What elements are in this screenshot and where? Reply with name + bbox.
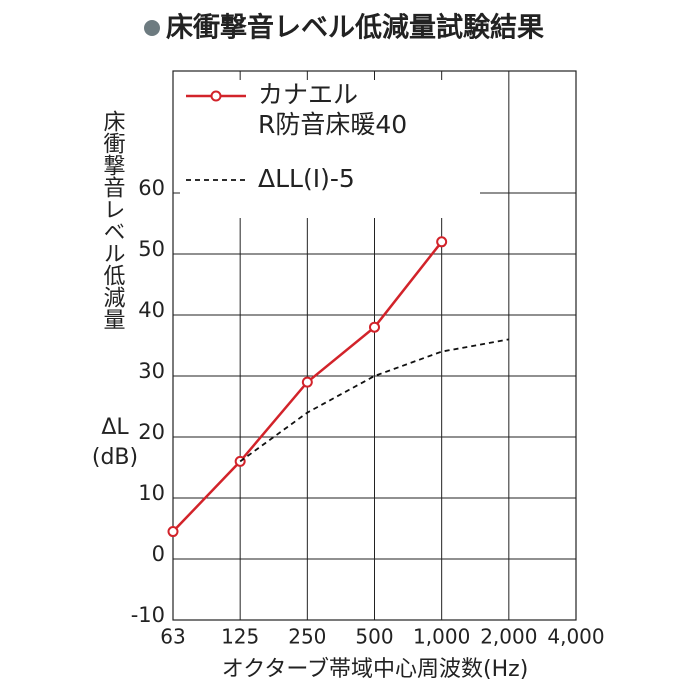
legend-marker <box>210 90 222 102</box>
x-tick-label: 250 <box>288 625 326 649</box>
y-tick-label: 10 <box>138 481 165 505</box>
plot-frame <box>172 70 577 621</box>
y-tick-label: 30 <box>138 359 165 383</box>
y-tick-label: -10 <box>131 603 165 627</box>
y-tick-label: 50 <box>138 237 165 261</box>
y-tick-label: 0 <box>152 542 165 566</box>
y-axis-label: 床衝撃音レベル低減量 <box>100 110 126 330</box>
data-point <box>369 321 380 333</box>
x-tick-label: 4,000 <box>547 625 604 649</box>
legend-label: カナエル R防音床暖40 <box>258 80 408 139</box>
legend-swatch <box>186 179 246 181</box>
y-axis-unit: (dB) <box>92 445 138 470</box>
series-line <box>239 338 509 463</box>
y-axis-symbol: ΔL <box>101 415 129 440</box>
y-tick-label: 40 <box>138 298 165 322</box>
legend-swatch <box>186 90 246 102</box>
x-tick-label: 2,000 <box>480 625 537 649</box>
data-point <box>436 236 448 248</box>
title-bullet <box>144 20 160 36</box>
legend-label: ΔLL(Ⅰ)-5 <box>258 164 355 193</box>
x-tick-label: 125 <box>221 625 259 649</box>
x-tick-label: 1,000 <box>413 625 470 649</box>
x-tick-label: 63 <box>160 625 185 649</box>
y-tick-label: 20 <box>138 420 165 444</box>
y-tick-label: 60 <box>138 176 165 200</box>
data-point <box>301 376 313 388</box>
x-axis-label: オクターブ帯域中心周波数(Hz) <box>222 657 529 682</box>
chart-title: 床衝撃音レベル低減量試験結果 <box>166 12 544 44</box>
legend-entry: ΔLL(Ⅰ)-5 <box>180 164 480 218</box>
data-point <box>167 526 179 538</box>
legend-entry: カナエル R防音床暖40 <box>180 80 480 164</box>
x-tick-label: 500 <box>355 625 393 649</box>
legend: カナエル R防音床暖40 ΔLL(Ⅰ)-5 <box>180 80 480 218</box>
